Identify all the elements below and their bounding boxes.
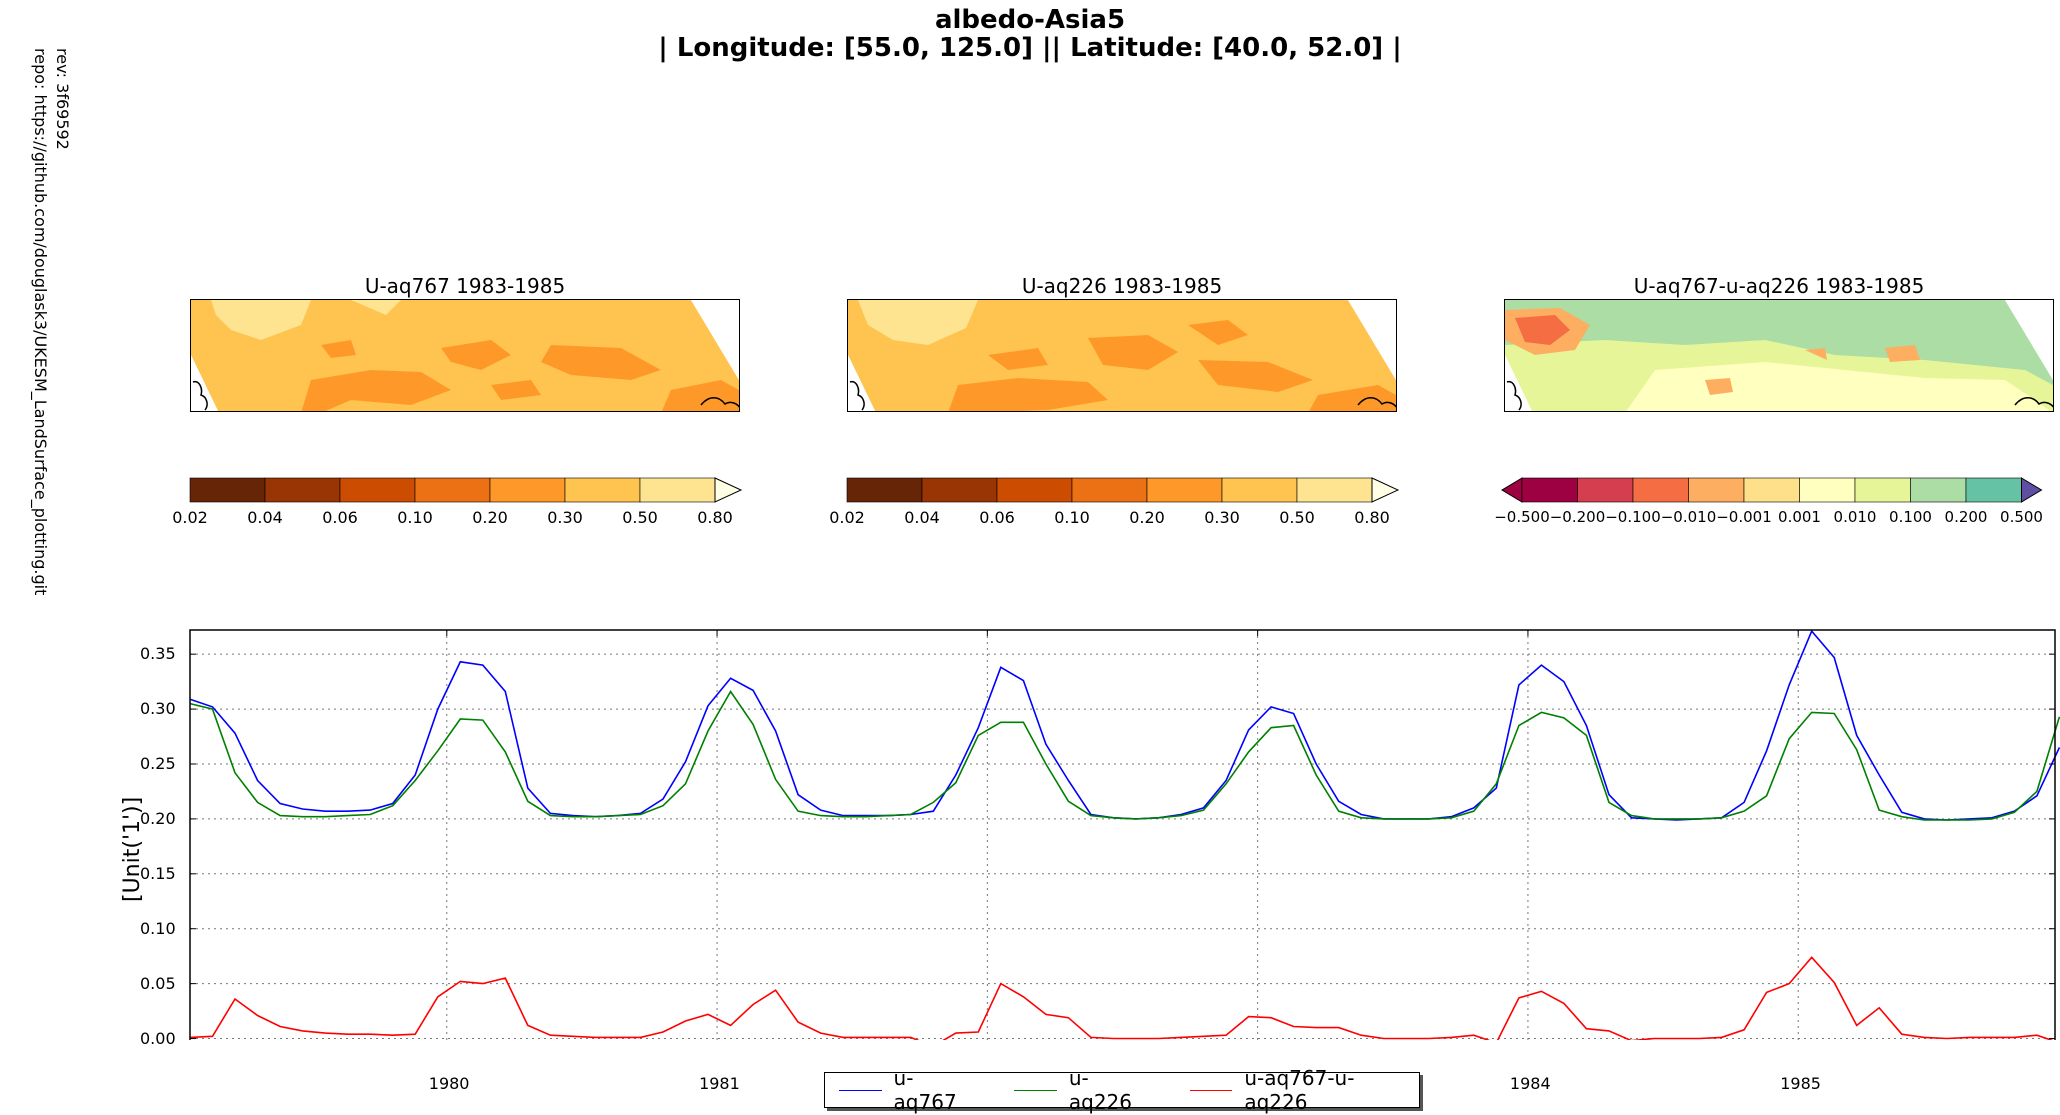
colorbar-segment: [846, 477, 923, 503]
map-title-2: U-aq226 1983-1985: [1021, 274, 1223, 298]
colorbar-segment: [921, 477, 998, 503]
colorbar-tick-label: 0.100: [1889, 508, 1932, 526]
colorbar-tick-label: 0.06: [979, 508, 1015, 527]
colorbar-segment: [1632, 477, 1689, 503]
map-panel-2: [847, 299, 1397, 412]
series-line-u-aq226: [189, 689, 2060, 821]
colorbar-segment: [339, 477, 416, 503]
colorbar-segment: [1221, 477, 1298, 503]
colorbar-3: [1501, 477, 2043, 503]
colorbar-arrow-min: [1501, 477, 1523, 503]
colorbar-tick-label: −0.200: [1549, 508, 1606, 526]
colorbar-tick-label: 0.06: [322, 508, 358, 527]
map-field-3: [1505, 300, 2053, 411]
colorbar-tick-label: 0.20: [472, 508, 508, 527]
colorbar-tick-label: 0.80: [697, 508, 733, 527]
colorbar-tick-label: 0.50: [1279, 508, 1315, 527]
series-line-u-aq767: [189, 629, 2060, 821]
series-line-u-aq767-u-aq226: [189, 956, 2054, 1040]
figure-title: albedo-Asia5: [934, 5, 1126, 35]
colorbar-segment: [1965, 477, 2022, 503]
colorbar-segment: [1071, 477, 1148, 503]
x-tick-label: 1980: [428, 1074, 470, 1093]
colorbar-tick-label: 0.80: [1354, 508, 1390, 527]
map-title-3: U-aq767-u-aq226 1983-1985: [1633, 274, 1925, 298]
colorbar-tick-label: 0.04: [247, 508, 283, 527]
timeseries-chart: [189, 629, 2060, 1040]
colorbar-segment: [1577, 477, 1634, 503]
colorbar-segment: [1296, 477, 1373, 503]
colorbar-tick-label: −0.010: [1660, 508, 1717, 526]
map-panel-3: [1504, 299, 2054, 412]
colorbar-segment: [639, 477, 716, 503]
colorbar-tick-label: 0.010: [1833, 508, 1877, 526]
colorbar-tick-label: 0.50: [622, 508, 658, 527]
colorbar-arrow-max: [2021, 477, 2043, 503]
y-tick-label: 0.35: [140, 644, 176, 664]
colorbar-tick-label: 0.20: [1129, 508, 1165, 527]
colorbar-arrow-max: [714, 477, 743, 503]
colorbar-segment: [1799, 477, 1856, 503]
y-tick-label: 0.30: [140, 699, 176, 719]
map-field-2: [848, 300, 1396, 411]
x-tick-label: 1984: [1509, 1074, 1551, 1093]
colorbar-segment: [996, 477, 1073, 503]
colorbar-tick-label: −0.100: [1605, 508, 1661, 526]
legend-item-u-aq767: u-aq767: [839, 1066, 970, 1114]
y-axis-label: [Unit('1')]: [120, 796, 145, 902]
legend-line-blue: [839, 1089, 882, 1091]
legend-label: u-aq767-u-aq226: [1244, 1066, 1355, 1114]
colorbar-segment: [489, 477, 566, 503]
colorbar-tick-label: 0.02: [172, 508, 208, 527]
colorbar-segment: [564, 477, 641, 503]
colorbar-segment: [1854, 477, 1911, 503]
colorbar-tick-label: −0.500: [1494, 508, 1550, 526]
colorbar-2: [846, 477, 1400, 503]
legend-label: u-aq767: [893, 1066, 957, 1114]
colorbar-segment: [1743, 477, 1800, 503]
y-tick-label: 0.25: [140, 753, 176, 773]
colorbar-tick-label: 0.001: [1778, 508, 1821, 526]
y-tick-label: 0.15: [140, 863, 176, 883]
colorbar-tick-label: 0.10: [1054, 508, 1090, 527]
map-panel-1: [190, 299, 740, 412]
x-tick-label: 1981: [699, 1074, 740, 1093]
colorbar-segment: [1910, 477, 1967, 503]
colorbar-tick-label: 0.04: [904, 508, 940, 527]
legend-item-u-aq226: u-aq226: [1014, 1066, 1145, 1114]
colorbar-tick-label: 0.30: [1204, 508, 1240, 527]
y-tick-label: 0.20: [140, 808, 176, 828]
colorbar-segment: [264, 477, 341, 503]
colorbar-segment: [189, 477, 266, 503]
colorbar-tick-label: 0.30: [547, 508, 583, 527]
colorbar-tick-label: 0.10: [397, 508, 433, 527]
legend-line-green: [1014, 1089, 1057, 1091]
legend: u-aq767 u-aq226 u-aq767-u-aq226: [824, 1066, 1420, 1114]
colorbar-segment: [1688, 477, 1745, 503]
colorbar-segment: [1146, 477, 1223, 503]
legend-item-difference: u-aq767-u-aq226: [1189, 1066, 1405, 1114]
colorbar-tick-label: 0.02: [829, 508, 865, 527]
map-title-1: U-aq767 1983-1985: [364, 274, 566, 298]
colorbar-arrow-max: [1371, 477, 1400, 503]
colorbar-tick-label: 0.200: [1944, 508, 1988, 526]
colorbar-1: [189, 477, 743, 503]
y-tick-label: 0.05: [140, 973, 176, 993]
legend-line-red: [1189, 1089, 1233, 1091]
colorbar-tick-label: −0.001: [1716, 508, 1772, 526]
plot-frame: [189, 629, 2056, 1040]
map-field-1: [191, 300, 739, 411]
y-tick-label: 0.00: [140, 1028, 176, 1048]
colorbar-tick-label: 0.500: [2000, 508, 2043, 526]
x-tick-label: 1985: [1780, 1074, 1821, 1093]
rev-label: rev: 3f69592: [53, 48, 72, 150]
colorbar-segment: [1521, 477, 1578, 503]
legend-label: u-aq226: [1068, 1066, 1132, 1114]
y-tick-label: 0.10: [140, 918, 176, 938]
colorbar-segment: [414, 477, 491, 503]
figure-subtitle: | Longitude: [55.0, 125.0] || Latitude: …: [658, 33, 1402, 63]
repo-label: repo: https://github.com/douglask3/UKESM…: [31, 48, 50, 596]
